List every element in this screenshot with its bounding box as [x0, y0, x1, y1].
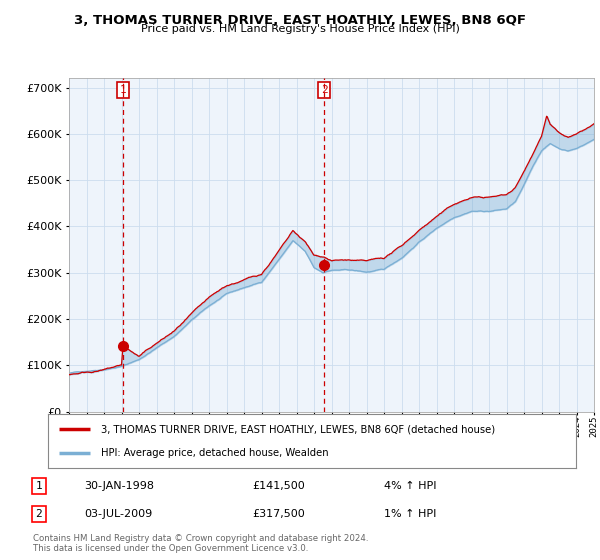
Text: 2: 2 [35, 509, 43, 519]
Text: 4% ↑ HPI: 4% ↑ HPI [384, 481, 437, 491]
Text: 3, THOMAS TURNER DRIVE, EAST HOATHLY, LEWES, BN8 6QF: 3, THOMAS TURNER DRIVE, EAST HOATHLY, LE… [74, 14, 526, 27]
Text: Price paid vs. HM Land Registry's House Price Index (HPI): Price paid vs. HM Land Registry's House … [140, 24, 460, 34]
Text: 2: 2 [321, 85, 328, 95]
Text: 1: 1 [119, 85, 126, 95]
Text: £141,500: £141,500 [252, 481, 305, 491]
Text: 3, THOMAS TURNER DRIVE, EAST HOATHLY, LEWES, BN8 6QF (detached house): 3, THOMAS TURNER DRIVE, EAST HOATHLY, LE… [101, 424, 495, 435]
Text: 30-JAN-1998: 30-JAN-1998 [84, 481, 154, 491]
Text: 1: 1 [35, 481, 43, 491]
Text: £317,500: £317,500 [252, 509, 305, 519]
Text: Contains HM Land Registry data © Crown copyright and database right 2024.
This d: Contains HM Land Registry data © Crown c… [33, 534, 368, 553]
Text: 03-JUL-2009: 03-JUL-2009 [84, 509, 152, 519]
Text: 1% ↑ HPI: 1% ↑ HPI [384, 509, 436, 519]
Text: HPI: Average price, detached house, Wealden: HPI: Average price, detached house, Weal… [101, 447, 328, 458]
